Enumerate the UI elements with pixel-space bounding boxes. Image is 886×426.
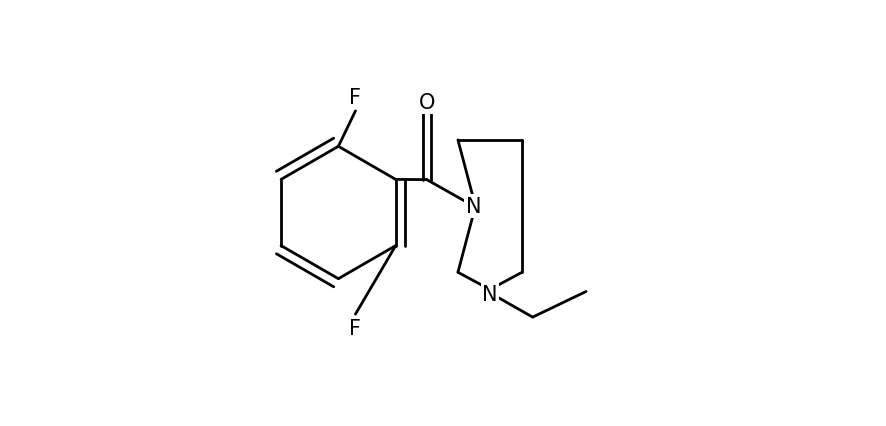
Text: O: O bbox=[418, 93, 435, 113]
Text: F: F bbox=[349, 88, 361, 108]
Text: F: F bbox=[349, 318, 361, 338]
Text: N: N bbox=[466, 197, 481, 216]
Text: N: N bbox=[482, 284, 498, 304]
